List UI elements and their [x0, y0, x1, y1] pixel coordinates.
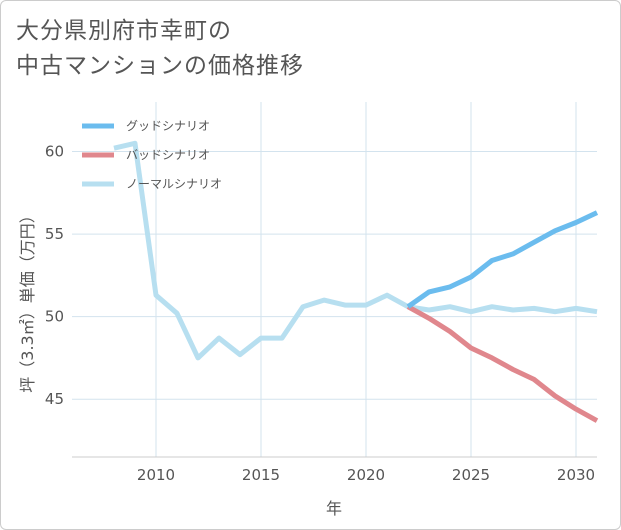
y-tick-50: 50 [45, 308, 64, 326]
y-axis-label: 坪（3.3㎡）単価（万円） [18, 207, 37, 392]
y-tick-55: 55 [45, 225, 64, 243]
x-tick-2010: 2010 [137, 466, 175, 484]
y-tick-labels: 45 50 55 60 [45, 143, 64, 409]
chart-title-line-2: 中古マンションの価格推移 [16, 53, 304, 79]
series-line-0 [406, 210, 599, 309]
series-lines [113, 140, 599, 423]
x-tick-2030: 2030 [557, 466, 595, 484]
legend-label-1: バッドシナリオ [126, 148, 210, 162]
x-tick-2020: 2020 [347, 466, 385, 484]
chart-title-line-1: 大分県別府市幸町の [16, 18, 232, 44]
x-tick-labels: 2010 2015 2020 2025 2030 [137, 466, 595, 484]
legend-label-2: ノーマルシナリオ [126, 177, 222, 191]
x-tick-2015: 2015 [242, 466, 280, 484]
chart-title: 大分県別府市幸町の 中古マンションの価格推移 [16, 14, 304, 84]
series-line-2 [113, 140, 598, 361]
series-line-1 [406, 304, 599, 423]
x-tick-2025: 2025 [452, 466, 490, 484]
x-axis-label: 年 [326, 499, 342, 518]
y-tick-60: 60 [45, 143, 64, 161]
y-tick-45: 45 [45, 390, 64, 408]
legend-label-0: グッドシナリオ [126, 119, 210, 133]
